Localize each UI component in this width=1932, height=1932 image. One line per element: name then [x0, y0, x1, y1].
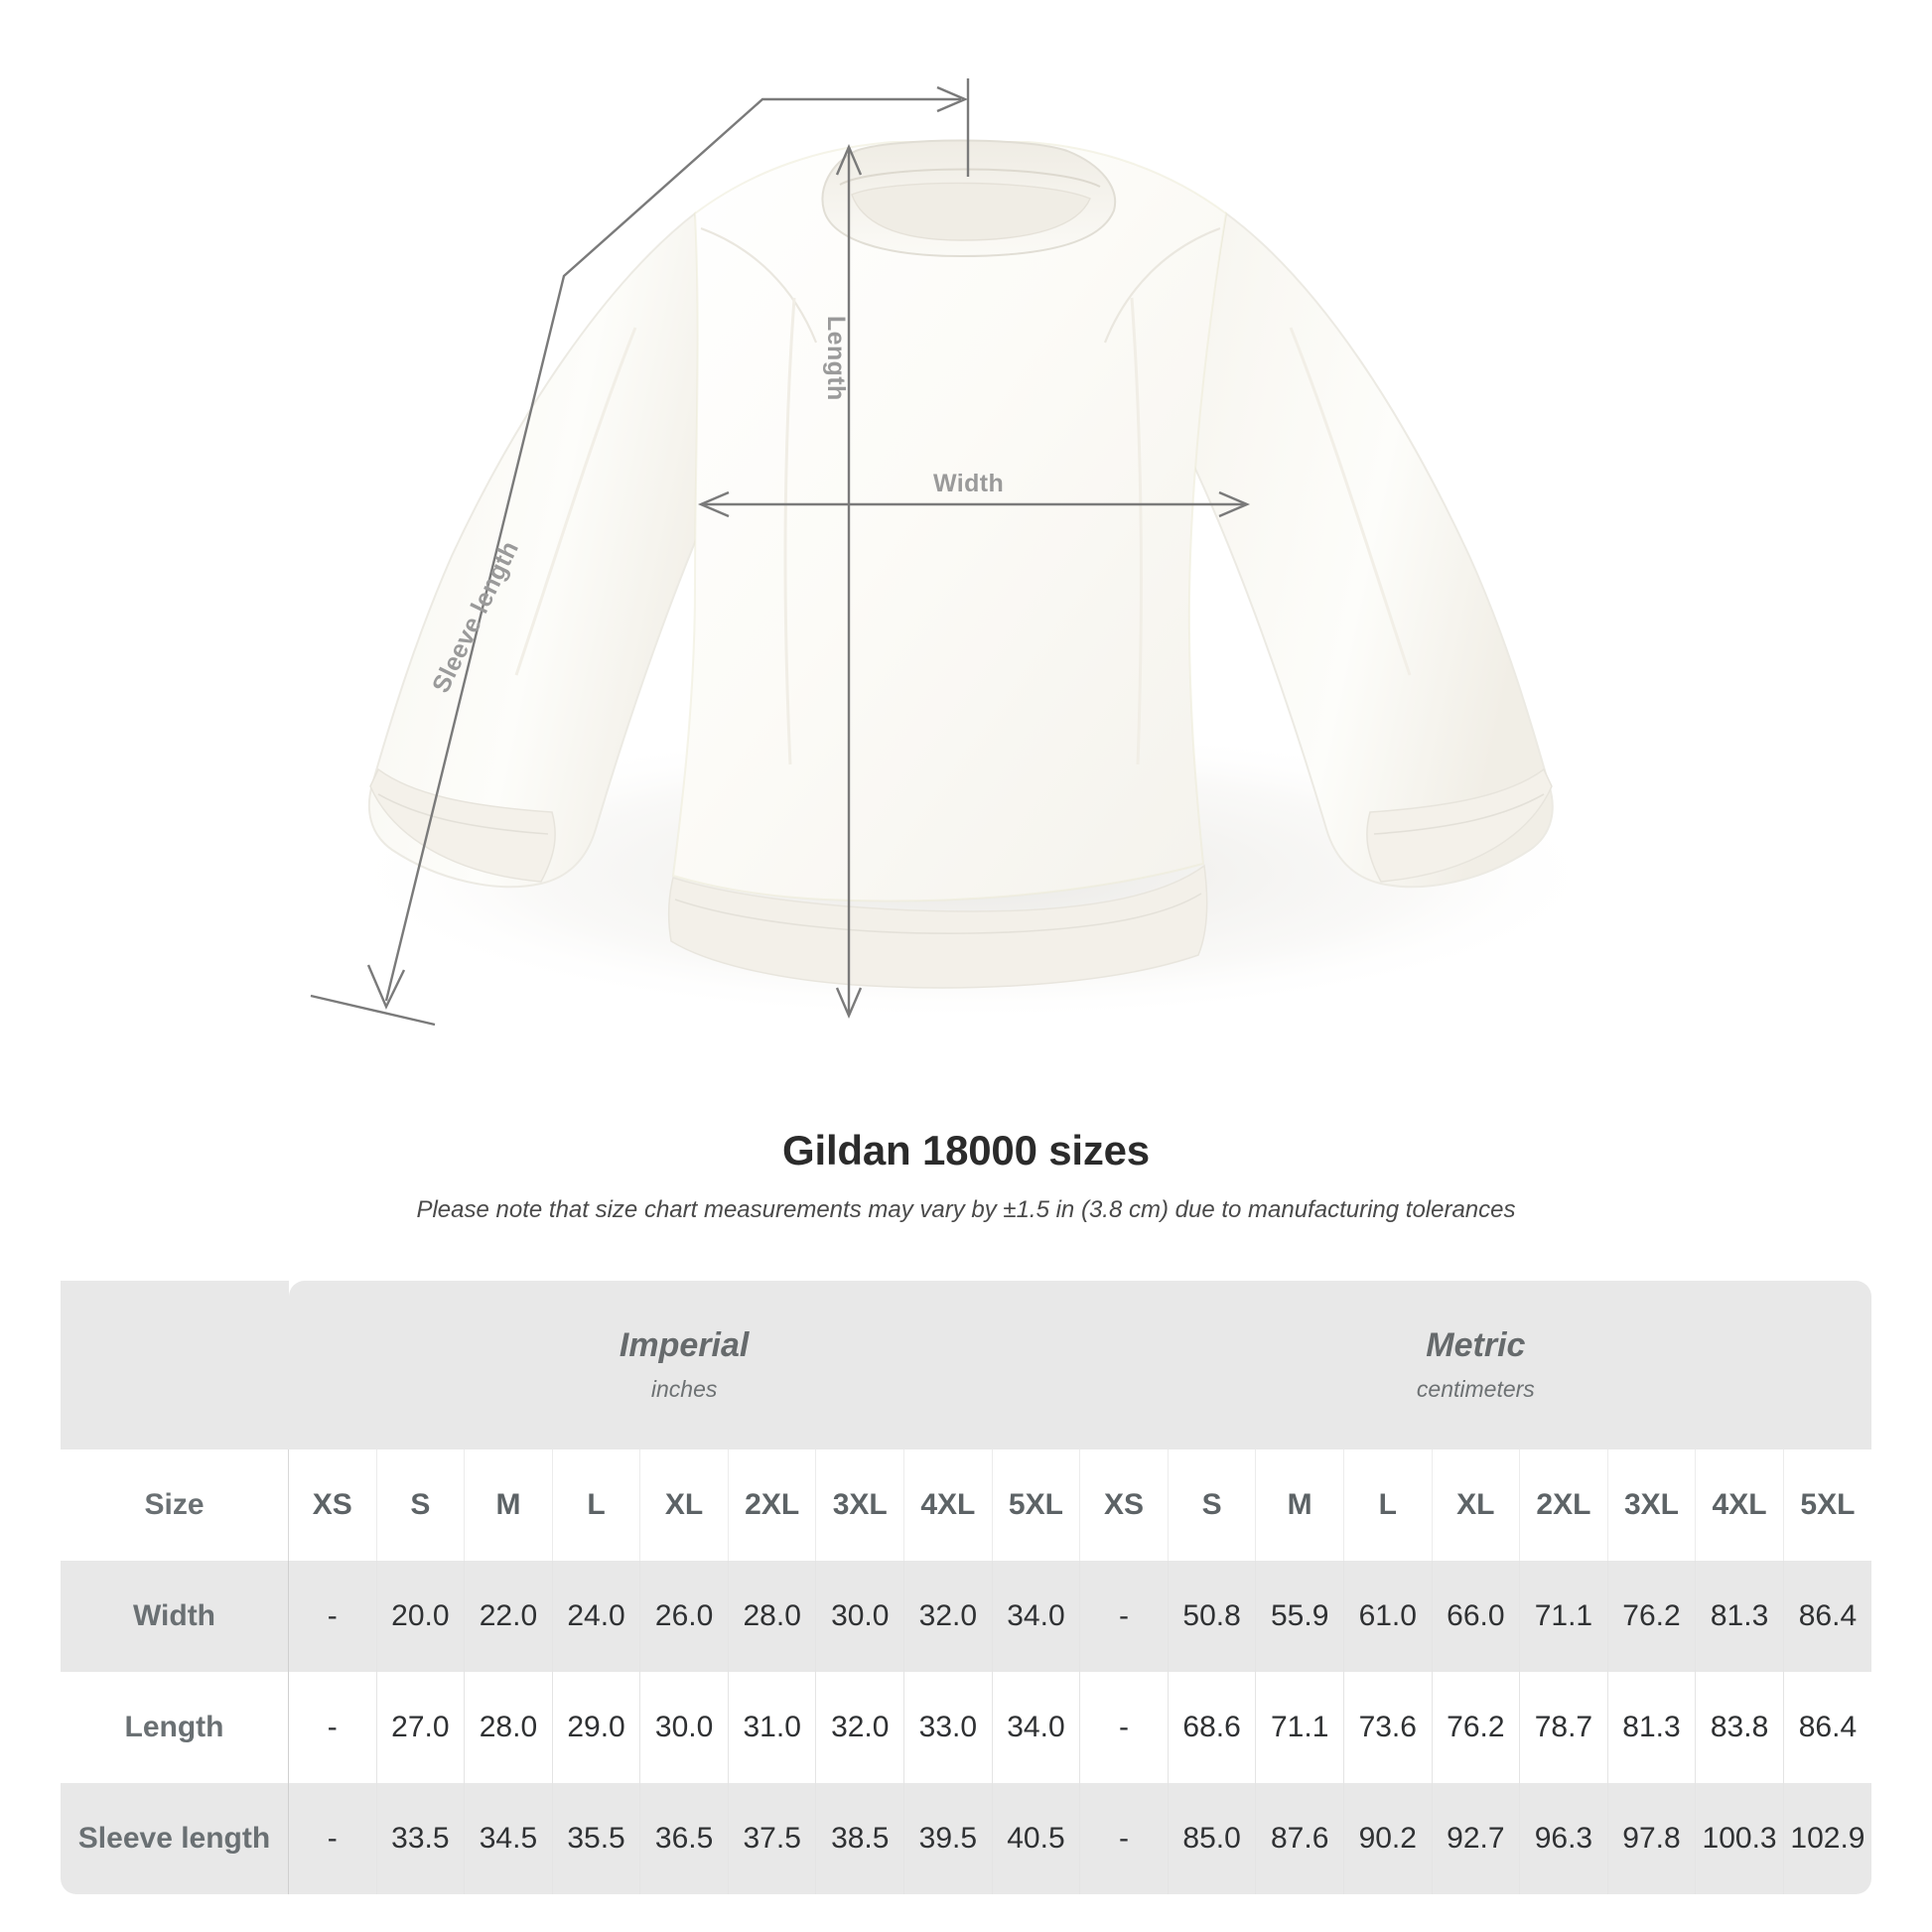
table-row: Sleeve length - 33.5 34.5 35.5 36.5 37.5…: [61, 1783, 1871, 1894]
table-row: Width - 20.0 22.0 24.0 26.0 28.0 30.0 32…: [61, 1561, 1871, 1672]
sleeve-metric-2xl: 96.3: [1519, 1783, 1608, 1894]
width-measure-label: Width: [933, 470, 1005, 497]
length-imperial-4xl: 33.0: [903, 1672, 993, 1783]
size-imperial-m: M: [464, 1449, 553, 1561]
size-imperial-s: S: [376, 1449, 466, 1561]
size-metric-s: S: [1168, 1449, 1257, 1561]
size-imperial-3xl: 3XL: [815, 1449, 905, 1561]
width-metric-xl: 66.0: [1432, 1561, 1521, 1672]
sleeve-imperial-4xl: 39.5: [903, 1783, 993, 1894]
sleeve-imperial-xs: -: [288, 1783, 377, 1894]
heading-block: Gildan 18000 sizes Please note that size…: [0, 1127, 1932, 1224]
width-metric-3xl: 76.2: [1607, 1561, 1697, 1672]
sleeve-metric-xs: -: [1079, 1783, 1169, 1894]
width-imperial-m: 22.0: [464, 1561, 553, 1672]
size-metric-5xl: 5XL: [1783, 1449, 1871, 1561]
length-metric-4xl: 83.8: [1695, 1672, 1784, 1783]
width-metric-2xl: 71.1: [1519, 1561, 1608, 1672]
size-row-label: Size: [61, 1449, 289, 1561]
imperial-label: Imperial: [619, 1325, 750, 1364]
table-row: Length - 27.0 28.0 29.0 30.0 31.0 32.0 3…: [61, 1672, 1871, 1783]
metric-label: Metric: [1426, 1325, 1526, 1364]
size-metric-3xl: 3XL: [1607, 1449, 1697, 1561]
length-imperial-xl: 30.0: [639, 1672, 729, 1783]
sleeve-metric-5xl: 102.9: [1783, 1783, 1871, 1894]
sleeve-metric-3xl: 97.8: [1607, 1783, 1697, 1894]
length-metric-3xl: 81.3: [1607, 1672, 1697, 1783]
length-imperial-5xl: 34.0: [992, 1672, 1081, 1783]
sleeve-imperial-l: 35.5: [552, 1783, 641, 1894]
length-imperial-3xl: 32.0: [815, 1672, 905, 1783]
metric-unit: centimeters: [1416, 1376, 1535, 1403]
row-label-sleeve-length: Sleeve length: [61, 1783, 289, 1894]
size-metric-xl: XL: [1432, 1449, 1521, 1561]
length-metric-xl: 76.2: [1432, 1672, 1521, 1783]
sleeve-metric-s: 85.0: [1168, 1783, 1257, 1894]
imperial-unit: inches: [650, 1376, 718, 1403]
page-title: Gildan 18000 sizes: [782, 1127, 1150, 1173]
sleeve-imperial-2xl: 37.5: [728, 1783, 817, 1894]
sleeve-imperial-3xl: 38.5: [815, 1783, 905, 1894]
sleeve-metric-4xl: 100.3: [1695, 1783, 1784, 1894]
width-metric-s: 50.8: [1168, 1561, 1257, 1672]
sweatshirt-illustration: [310, 78, 1608, 1027]
width-metric-m: 55.9: [1255, 1561, 1344, 1672]
length-measure-label: Length: [822, 316, 850, 401]
width-metric-4xl: 81.3: [1695, 1561, 1784, 1672]
size-metric-2xl: 2XL: [1519, 1449, 1608, 1561]
size-imperial-l: L: [552, 1449, 641, 1561]
length-metric-s: 68.6: [1168, 1672, 1257, 1783]
size-metric-4xl: 4XL: [1695, 1449, 1784, 1561]
width-imperial-3xl: 30.0: [815, 1561, 905, 1672]
size-imperial-xl: XL: [639, 1449, 729, 1561]
length-metric-m: 71.1: [1255, 1672, 1344, 1783]
metric-group-header: Metric centimeters: [1079, 1281, 1871, 1449]
size-header-row: Size XS S M L XL 2XL 3XL 4XL 5XL XS S M …: [61, 1449, 1871, 1561]
length-metric-xs: -: [1079, 1672, 1169, 1783]
length-imperial-s: 27.0: [376, 1672, 466, 1783]
size-metric-m: M: [1255, 1449, 1344, 1561]
length-metric-5xl: 86.4: [1783, 1672, 1871, 1783]
table-corner-cell: [61, 1281, 289, 1449]
imperial-group-header: Imperial inches: [288, 1281, 1080, 1449]
width-imperial-2xl: 28.0: [728, 1561, 817, 1672]
length-imperial-xs: -: [288, 1672, 377, 1783]
sleeve-imperial-s: 33.5: [376, 1783, 466, 1894]
size-metric-xs: XS: [1079, 1449, 1169, 1561]
row-label-width: Width: [61, 1561, 289, 1672]
width-imperial-xl: 26.0: [639, 1561, 729, 1672]
sleeve-metric-xl: 92.7: [1432, 1783, 1521, 1894]
width-imperial-4xl: 32.0: [903, 1561, 993, 1672]
width-imperial-xs: -: [288, 1561, 377, 1672]
size-imperial-4xl: 4XL: [903, 1449, 993, 1561]
length-imperial-m: 28.0: [464, 1672, 553, 1783]
size-metric-l: L: [1343, 1449, 1433, 1561]
size-imperial-2xl: 2XL: [728, 1449, 817, 1561]
sleeve-metric-m: 87.6: [1255, 1783, 1344, 1894]
size-table-wrapper: Imperial inches Metric centimeters Size …: [61, 1281, 1871, 1894]
garment-diagram: Length Width Sleeve length: [310, 78, 1608, 1027]
width-metric-xs: -: [1079, 1561, 1169, 1672]
sleeve-imperial-5xl: 40.5: [992, 1783, 1081, 1894]
width-imperial-5xl: 34.0: [992, 1561, 1081, 1672]
row-label-length: Length: [61, 1672, 289, 1783]
length-imperial-l: 29.0: [552, 1672, 641, 1783]
width-imperial-s: 20.0: [376, 1561, 466, 1672]
length-metric-l: 73.6: [1343, 1672, 1433, 1783]
unit-header-row: Imperial inches Metric centimeters: [61, 1281, 1871, 1449]
sleeve-metric-l: 90.2: [1343, 1783, 1433, 1894]
sleeve-imperial-m: 34.5: [464, 1783, 553, 1894]
width-imperial-l: 24.0: [552, 1561, 641, 1672]
length-imperial-2xl: 31.0: [728, 1672, 817, 1783]
width-metric-l: 61.0: [1343, 1561, 1433, 1672]
sleeve-imperial-xl: 36.5: [639, 1783, 729, 1894]
size-imperial-xs: XS: [288, 1449, 377, 1561]
size-table: Imperial inches Metric centimeters Size …: [61, 1281, 1871, 1894]
width-metric-5xl: 86.4: [1783, 1561, 1871, 1672]
tolerance-note: Please note that size chart measurements…: [416, 1196, 1516, 1223]
length-metric-2xl: 78.7: [1519, 1672, 1608, 1783]
size-imperial-5xl: 5XL: [992, 1449, 1081, 1561]
